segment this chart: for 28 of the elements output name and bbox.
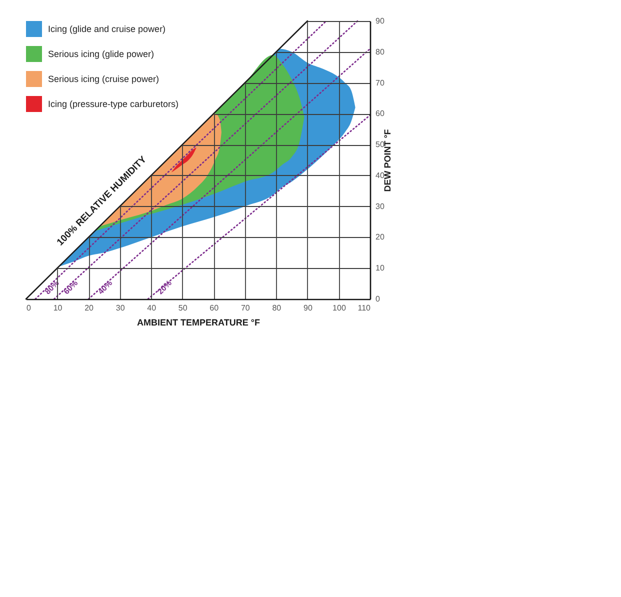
x-tick-label: 20 — [84, 304, 94, 312]
y-tick-label: 80 — [376, 47, 385, 56]
legend-label: Icing (pressure-type carburetors) — [48, 99, 179, 109]
y-tick-label: 30 — [376, 202, 385, 211]
x-tick-label: 80 — [272, 304, 282, 312]
legend-label: Icing (glide and cruise power) — [48, 24, 166, 34]
y-tick-label: 40 — [376, 170, 385, 180]
x-tick-label: 90 — [304, 304, 313, 312]
x-tick-label: 100 — [332, 304, 346, 312]
y-tick-label: 20 — [376, 232, 385, 242]
x-tick-label: 60 — [210, 304, 220, 312]
x-tick-label: 40 — [147, 304, 157, 312]
x-tick-label: 50 — [178, 304, 188, 312]
x-axis-title: AMBIENT TEMPERATURE °F — [137, 318, 260, 328]
x-tick-label: 0 — [26, 304, 32, 312]
y-tick-label: 50 — [376, 140, 385, 150]
y-tick-label: 70 — [376, 78, 385, 88]
y-tick-label: 0 — [376, 294, 380, 304]
x-tick-label: 10 — [53, 304, 63, 312]
x-tick-label: 110 — [358, 304, 372, 312]
x-tick-label: 70 — [240, 304, 250, 312]
legend-label: Serious icing (glide power) — [48, 49, 154, 59]
text: 80% — [43, 278, 61, 296]
y-tick-label: 60 — [376, 109, 385, 118]
y-tick-label: 10 — [376, 264, 385, 273]
legend-label: Serious icing (cruise power) — [48, 74, 160, 84]
y-tick-label: 90 — [376, 16, 385, 26]
x-tick-label: 30 — [116, 304, 126, 312]
